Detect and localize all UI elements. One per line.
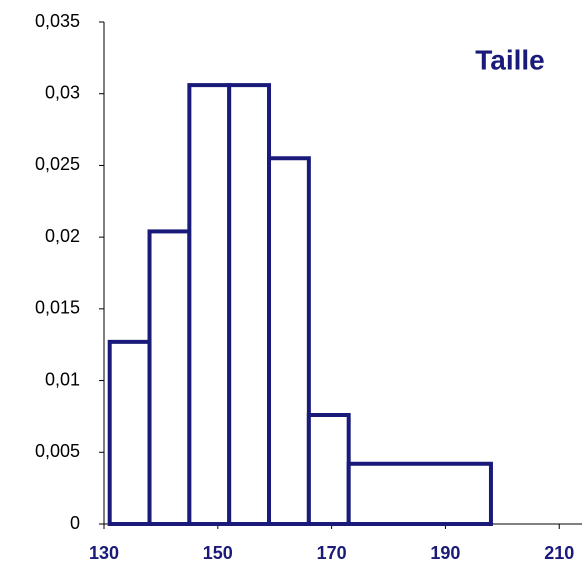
bar: [346, 461, 493, 527]
y-tick-label: 0,015: [35, 298, 80, 318]
y-tick-label: 0,01: [45, 369, 80, 389]
x-tick-label: 150: [203, 543, 233, 563]
y-tick-label: 0,005: [35, 441, 80, 461]
bar: [147, 229, 192, 527]
y-tick-label: 0: [70, 513, 80, 533]
x-tick-label: 210: [544, 543, 574, 563]
bar: [267, 156, 311, 526]
x-tick-label: 130: [89, 543, 119, 563]
y-tick-label: 0,03: [45, 82, 80, 102]
x-tick-label: 170: [317, 543, 347, 563]
y-tick-label: 0,025: [35, 154, 80, 174]
bar: [107, 339, 152, 526]
bar: [187, 83, 232, 526]
bar: [306, 412, 351, 527]
y-tick-label: 0,035: [35, 11, 80, 31]
x-tick-label: 190: [430, 543, 460, 563]
bar: [227, 83, 272, 526]
y-tick-label: 0,02: [45, 226, 80, 246]
chart-title: Taille: [475, 44, 545, 75]
